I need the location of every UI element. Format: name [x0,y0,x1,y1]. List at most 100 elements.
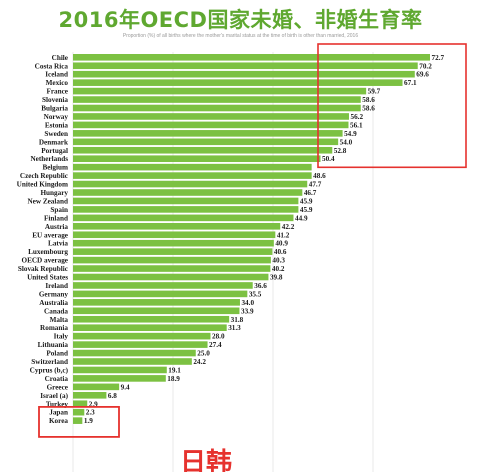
bar [73,333,210,340]
bar-series [73,54,430,424]
bar [73,257,271,264]
value-label: 47.7 [309,181,322,189]
bar [73,113,349,120]
value-label: 35.5 [249,290,262,298]
value-label: 52.8 [334,147,347,155]
bar [73,417,82,424]
value-label: 34.0 [241,299,254,307]
bar [73,71,415,78]
value-label: 42.2 [282,223,295,231]
bar [73,198,298,205]
category-label: Slovak Republic [18,265,69,273]
category-label: Sweden [44,130,68,138]
category-label: Greece [47,383,68,391]
bar [73,164,312,171]
category-label: Denmark [39,138,68,146]
bar [73,88,366,95]
value-label: 9.4 [121,383,130,391]
value-label: 72.7 [432,54,445,62]
category-label: Austria [45,223,69,231]
bar [73,79,403,86]
value-label: 24.2 [193,358,206,366]
bar [73,384,119,391]
category-label: Chile [52,54,68,62]
bar [73,375,166,382]
value-label: 1.9 [84,417,93,425]
category-label: Ireland [45,282,68,290]
value-label: 58.6 [362,105,375,113]
category-label: Norway [44,113,69,121]
bar [73,240,274,247]
bar [73,122,348,129]
value-label: 59.7 [368,88,381,96]
callout-label: 日韩 [180,448,232,472]
bar [73,282,253,289]
value-label: 2.3 [86,409,95,417]
bar [73,139,338,146]
category-label: Portugal [41,147,68,155]
value-label: 45.9 [300,206,313,214]
category-label: Switzerland [31,358,68,366]
value-label: 28.0 [212,333,225,341]
category-label: Lithuania [38,341,69,349]
category-label: United Kingdom [17,181,68,189]
category-label: Estonia [45,121,69,129]
bar [73,341,208,348]
value-label: 31.3 [228,324,241,332]
bar [73,206,298,213]
value-label: 54.0 [340,138,353,146]
bar [73,409,84,416]
category-label: United States [27,274,68,282]
value-label: 58.6 [362,96,375,104]
value-label: 41.2 [277,231,290,239]
bar [73,172,312,179]
bar [73,181,307,188]
category-label: Spain [50,206,68,214]
bar [73,358,192,365]
bar [73,316,229,323]
category-label: Czech Republic [20,172,69,180]
category-label: Romania [40,324,68,332]
category-label: Luxembourg [28,248,68,256]
value-label: 40.3 [272,257,285,265]
value-label: 36.6 [254,282,267,290]
bar [73,54,430,61]
value-label: 39.8 [270,274,283,282]
category-label: Netherlands [30,155,68,163]
value-label: 6.8 [108,392,117,400]
category-label: Poland [46,350,68,358]
category-label: Italy [54,333,69,341]
bar [73,147,332,154]
value-label: 18.9 [167,375,180,383]
bar [73,189,302,196]
bar [73,291,247,298]
value-label: 40.2 [272,265,285,273]
category-label: New Zealand [27,197,68,205]
value-label: 54.9 [344,130,357,138]
category-label: Hungary [40,189,68,197]
bar [73,299,240,306]
value-label: 40.9 [275,240,288,248]
bar [73,248,272,255]
bar [73,324,227,331]
value-label: 33.9 [241,307,254,315]
category-label: Mexico [46,79,69,87]
category-label: France [46,88,68,96]
value-label: 25.0 [197,350,210,358]
bar [73,62,418,69]
category-label: Slovenia [42,96,68,104]
category-label: Israel (a) [40,392,68,400]
category-label: EU average [32,231,68,239]
value-label: 46.7 [304,189,317,197]
bar [73,215,293,222]
category-label: Korea [49,417,68,425]
bar [73,265,270,272]
value-label: 48.6 [313,172,326,180]
category-label: Belgium [42,164,68,172]
value-label: 31.8 [231,316,244,324]
bar [73,350,196,357]
value-label: 19.1 [168,366,181,374]
category-label: Australia [39,299,68,307]
